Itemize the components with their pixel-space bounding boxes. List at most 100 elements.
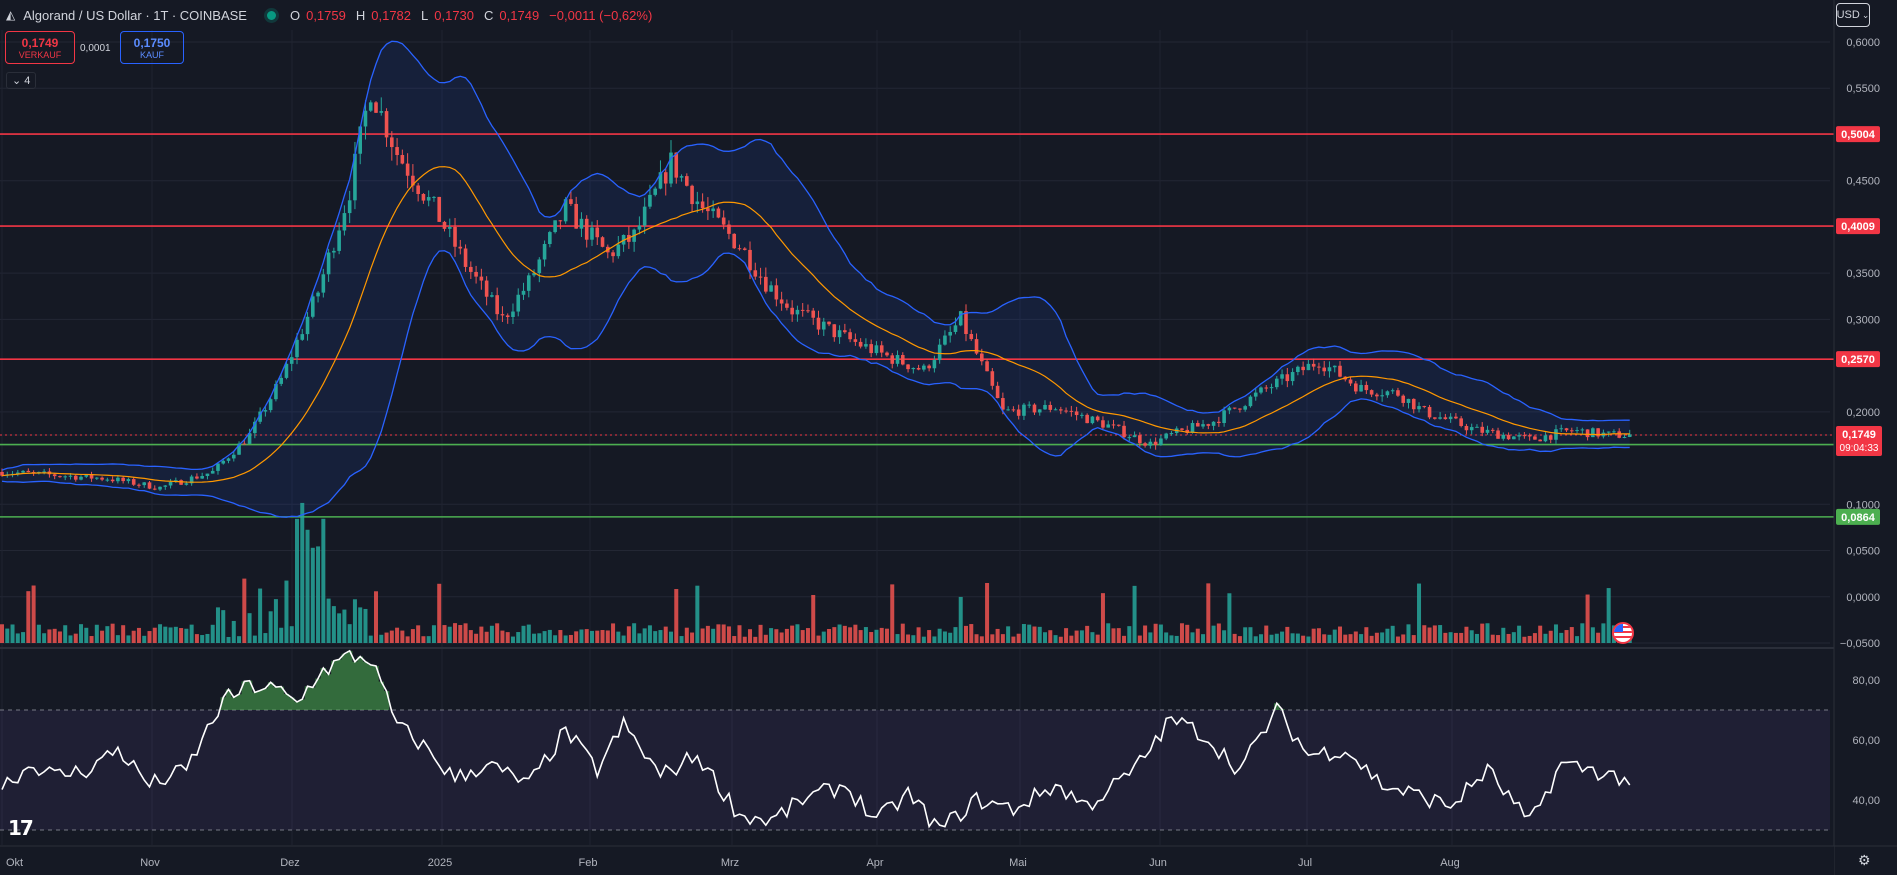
level-price-label: 0,4009 — [1841, 221, 1875, 233]
volume-bar — [1100, 593, 1105, 643]
candle-body — [1080, 414, 1084, 416]
volume-bar — [79, 624, 84, 643]
candle-body — [405, 163, 410, 176]
candle-body — [711, 208, 715, 212]
candle-body — [368, 102, 373, 111]
candle-body — [1101, 420, 1105, 428]
candle-body — [447, 226, 452, 229]
candle-body — [911, 367, 916, 370]
candle-body — [1538, 439, 1542, 442]
volume-bar — [437, 583, 442, 643]
candle-body — [474, 271, 478, 277]
candle-body — [1396, 390, 1400, 396]
volume-bar — [837, 624, 842, 643]
candle-body — [806, 310, 810, 312]
candle-body — [674, 152, 679, 178]
market-status-dot — [266, 10, 276, 20]
volume-bar — [258, 588, 263, 643]
ohlc-change: −0,0011 (−0,62%) — [549, 7, 653, 23]
us-flag-icon[interactable] — [1612, 622, 1634, 644]
volume-bar — [1243, 627, 1248, 643]
bollinger-band-area — [2, 41, 1630, 518]
sell-button[interactable]: 0,1749 VERKAUF — [5, 31, 75, 64]
candle-body — [843, 330, 847, 333]
volume-bar — [1569, 627, 1574, 643]
candle-body — [110, 479, 115, 482]
volume-bar — [532, 633, 537, 643]
candle-body — [363, 110, 368, 127]
buy-button[interactable]: 0,1750 KAUF — [120, 31, 184, 64]
volume-bar — [579, 629, 584, 643]
volume-bar — [1206, 583, 1211, 643]
volume-bar — [1311, 628, 1316, 643]
volume-bar — [863, 627, 868, 643]
gear-icon[interactable]: ⚙ — [1858, 852, 1871, 868]
candle-body — [690, 185, 694, 205]
volume-bar — [1395, 636, 1400, 643]
candle-body — [21, 470, 25, 473]
volume-bar — [1043, 632, 1048, 643]
volume-bar — [115, 635, 120, 643]
horizontal-levels — [0, 133, 1834, 518]
volume-bar — [305, 529, 310, 643]
candle-body — [142, 482, 147, 486]
volume-bar — [1348, 634, 1353, 643]
volume-bar — [1127, 626, 1132, 643]
candle-body — [1585, 429, 1590, 438]
candle-body — [890, 355, 895, 364]
candle-body — [52, 474, 57, 477]
candle-body — [879, 345, 884, 353]
volume-bar — [1000, 634, 1005, 643]
candle-body — [1001, 398, 1005, 410]
volume-bar — [1411, 635, 1416, 643]
candle-body — [990, 371, 995, 386]
volume-bar — [1369, 635, 1374, 643]
volume-bar — [589, 630, 594, 643]
candle-body — [1253, 392, 1258, 397]
currency-button[interactable]: USD ⌄ — [1836, 3, 1870, 27]
candle-body — [353, 153, 357, 201]
candle-body — [548, 232, 552, 245]
candle-body — [774, 285, 779, 300]
candle-body — [769, 285, 773, 292]
volume-bar — [958, 596, 963, 643]
volume-bar — [669, 631, 674, 643]
rsi-band-background — [0, 710, 1830, 830]
volume-bar — [431, 625, 436, 643]
candle-body — [131, 479, 136, 485]
candle-body — [1190, 423, 1195, 433]
level-price-tag — [1836, 218, 1880, 235]
candle-body — [1169, 433, 1174, 435]
volume-bar — [453, 623, 458, 643]
candle-body — [1280, 374, 1284, 379]
candle-body — [95, 477, 99, 479]
volume-bar — [574, 631, 579, 643]
volume-bar — [805, 628, 810, 643]
volume-bar — [1401, 634, 1406, 643]
tradingview-logo-icon[interactable]: 17 — [8, 816, 34, 840]
candle-body — [1575, 430, 1579, 432]
candle-body — [253, 421, 257, 434]
volume-bar — [395, 627, 400, 643]
volume-bar — [784, 628, 789, 643]
symbol-title[interactable]: Algorand / US Dollar · 1T · COINBASE — [23, 7, 247, 23]
volume-bar — [1216, 623, 1221, 643]
candle-body — [637, 225, 642, 230]
volume-bar — [1090, 632, 1095, 643]
candle-body — [500, 314, 505, 316]
candle-body — [279, 377, 283, 384]
candle-body — [1459, 418, 1463, 426]
candle-body — [1016, 409, 1021, 416]
volume-bar — [842, 625, 847, 643]
volume-bar — [0, 624, 4, 643]
candle-body — [1612, 431, 1616, 433]
volume-bar — [537, 633, 542, 643]
candle-body — [1311, 363, 1316, 367]
candle-body — [432, 196, 436, 198]
candle-body — [1322, 367, 1327, 372]
volume-bar — [5, 628, 10, 643]
candle-body — [827, 321, 831, 325]
candle-body — [1533, 436, 1537, 440]
indicators-toggle[interactable]: ⌄ 4 — [6, 72, 37, 89]
